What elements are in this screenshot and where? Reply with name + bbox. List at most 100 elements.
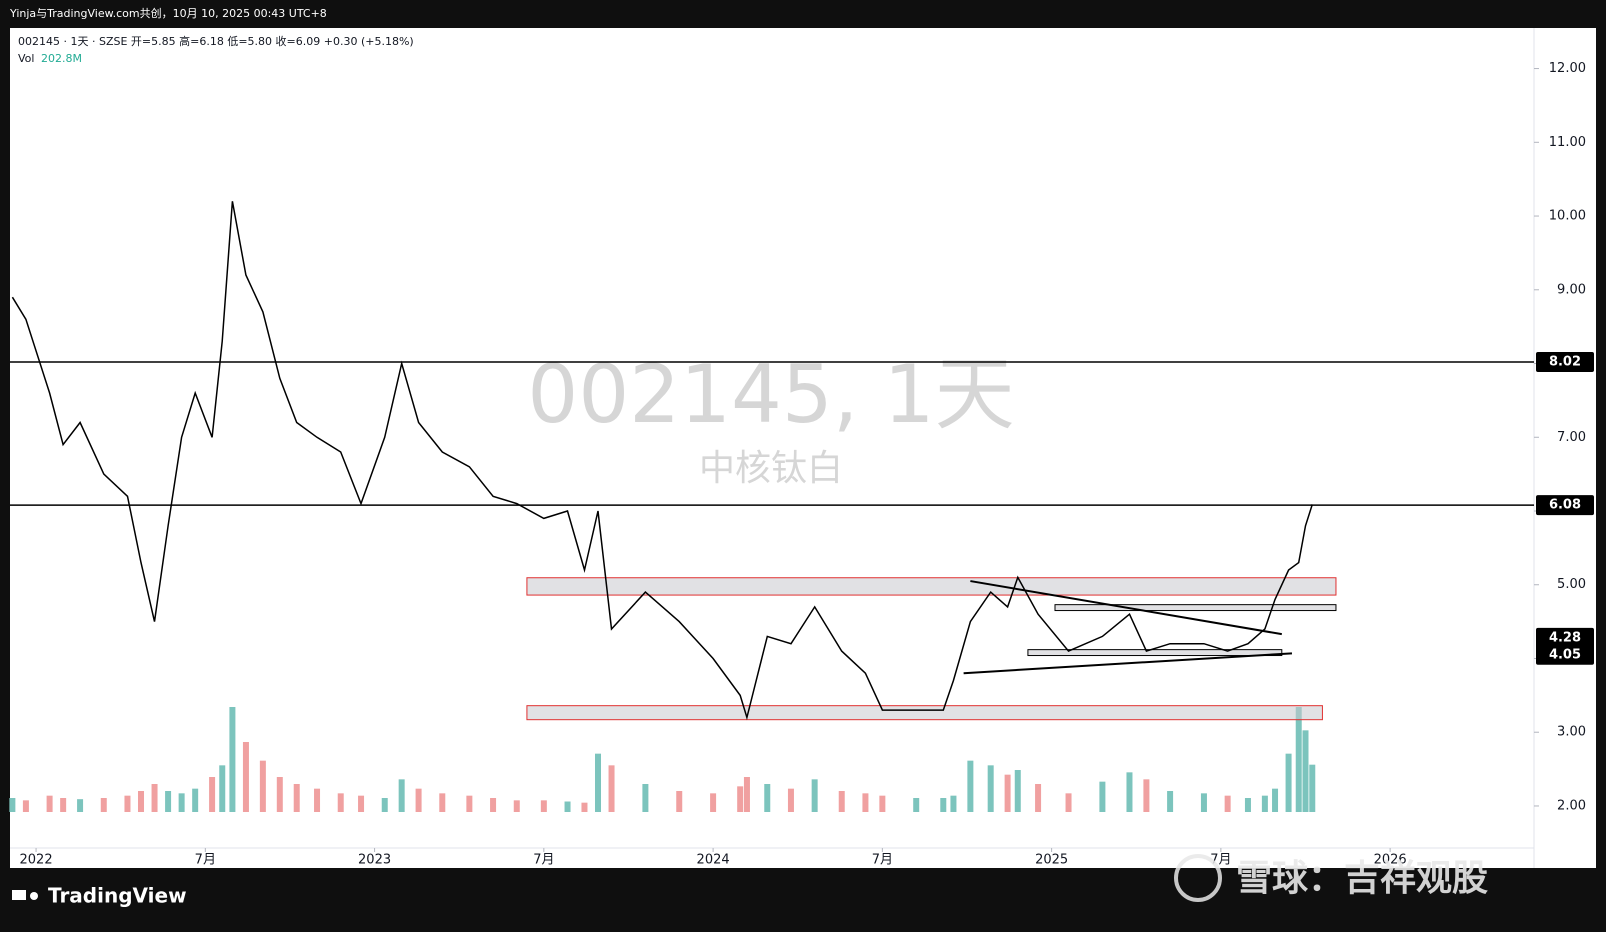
volume-bar (950, 795, 957, 812)
volume-bar (439, 793, 446, 812)
y-tick-label: 7.00 (1557, 430, 1586, 445)
volume-bar (9, 798, 16, 812)
volume-bar (1200, 793, 1207, 812)
volume-bar (1309, 764, 1316, 812)
volume-bar (22, 800, 29, 812)
volume-bar (466, 795, 473, 812)
volume-bar (1065, 793, 1072, 812)
volume-bar (1224, 795, 1231, 812)
volume-bar (1099, 781, 1106, 812)
brand-logo-dot (30, 892, 38, 900)
volume-bar (242, 742, 249, 812)
source-watermark: 雪球：吉祥观股 (1236, 858, 1488, 899)
price-label-box (1536, 627, 1594, 648)
volume-bar (314, 788, 321, 812)
y-tick-label: 11.00 (1549, 135, 1586, 150)
volume-bar (1004, 774, 1011, 812)
volume-bar (358, 795, 365, 812)
volume-bar (764, 784, 771, 812)
volume-bar (124, 795, 131, 812)
volume-bar (913, 798, 920, 812)
volume-bar (337, 793, 344, 812)
volume-bar (138, 791, 145, 812)
volume-bar (676, 791, 683, 812)
x-tick-label: 2025 (1035, 853, 1068, 868)
caption: Yinja与TradingView.com共创，10月 10, 2025 00:… (9, 7, 327, 20)
volume-bar (940, 798, 947, 812)
x-tick-label: 2022 (20, 853, 53, 868)
zone (526, 577, 1337, 596)
x-tick-label: 7月 (195, 853, 216, 868)
watermark-symbol: 002145, 1天 (527, 348, 1014, 441)
y-tick-label: 5.00 (1557, 577, 1586, 592)
volume-bar (1035, 784, 1042, 812)
volume-bar (381, 798, 388, 812)
price-label-box (1536, 352, 1594, 373)
volume-bar (862, 793, 869, 812)
brand-name: TradingView (48, 884, 187, 908)
trendline (963, 652, 1293, 675)
volume-bar (192, 788, 199, 812)
volume-bar (811, 779, 818, 812)
zone (526, 705, 1323, 721)
volume-bar (987, 765, 994, 812)
volume-bar (564, 801, 571, 812)
volume-bar (642, 784, 649, 812)
volume-bar (219, 765, 226, 812)
price-label-box (1536, 644, 1594, 665)
volume-bar (229, 707, 236, 812)
vol-label: Vol (18, 52, 34, 65)
volume-bar (540, 800, 547, 812)
x-tick-label: 2024 (697, 853, 730, 868)
zone (1027, 649, 1283, 657)
source-logo (1174, 854, 1222, 902)
volume-bar (1295, 707, 1302, 812)
volume-bar (787, 788, 794, 812)
chart-panel (10, 28, 1596, 868)
volume-bar (165, 791, 172, 812)
volume-bar (77, 799, 84, 812)
volume-bar (178, 793, 185, 812)
y-tick-label: 9.00 (1557, 282, 1586, 297)
volume-bar (967, 760, 974, 812)
x-tick-label: 7月 (533, 853, 554, 868)
volume-bar (737, 786, 744, 812)
trendline (970, 580, 1282, 636)
price-line (11, 201, 1314, 721)
volume-bar (415, 788, 422, 812)
volume-bar (490, 798, 497, 812)
plot: 2.003.004.005.006.007.008.009.0010.0011.… (9, 61, 1594, 868)
price-label: 8.02 (1549, 355, 1581, 370)
volume-bar (710, 793, 717, 812)
volume-bar (1167, 791, 1174, 812)
volume-bar (100, 798, 107, 812)
price-label-box (1536, 495, 1594, 516)
volume-bar (1285, 753, 1292, 812)
y-tick-label: 12.00 (1549, 61, 1586, 76)
volume-bar (608, 765, 615, 812)
volume-bar (209, 777, 216, 812)
price-label: 4.05 (1549, 647, 1581, 662)
volume-bar (276, 777, 283, 812)
volume-bar (838, 791, 845, 812)
volume-bar (1272, 788, 1279, 812)
volume-bar (879, 795, 886, 812)
volume-bar (151, 784, 158, 812)
brand: TradingView (12, 884, 187, 908)
volume-bar (1014, 770, 1021, 812)
volume-bar (1261, 795, 1268, 812)
symbol-line: 002145 · 1天 · SZSE 开=5.85 高=6.18 低=5.80 … (18, 34, 414, 48)
volume-bar (60, 798, 67, 812)
y-tick-label: 3.00 (1557, 725, 1586, 740)
x-tick-label: 2026 (1374, 853, 1407, 868)
y-tick-label: 2.00 (1557, 798, 1586, 813)
volume-bar (398, 779, 405, 812)
x-tick-label: 2023 (358, 853, 391, 868)
volume-bar (581, 802, 588, 812)
price-label: 4.28 (1549, 630, 1581, 645)
y-tick-label: 10.00 (1549, 209, 1586, 224)
x-tick-label: 7月 (872, 853, 893, 868)
vol-value: 202.8M (41, 52, 82, 65)
